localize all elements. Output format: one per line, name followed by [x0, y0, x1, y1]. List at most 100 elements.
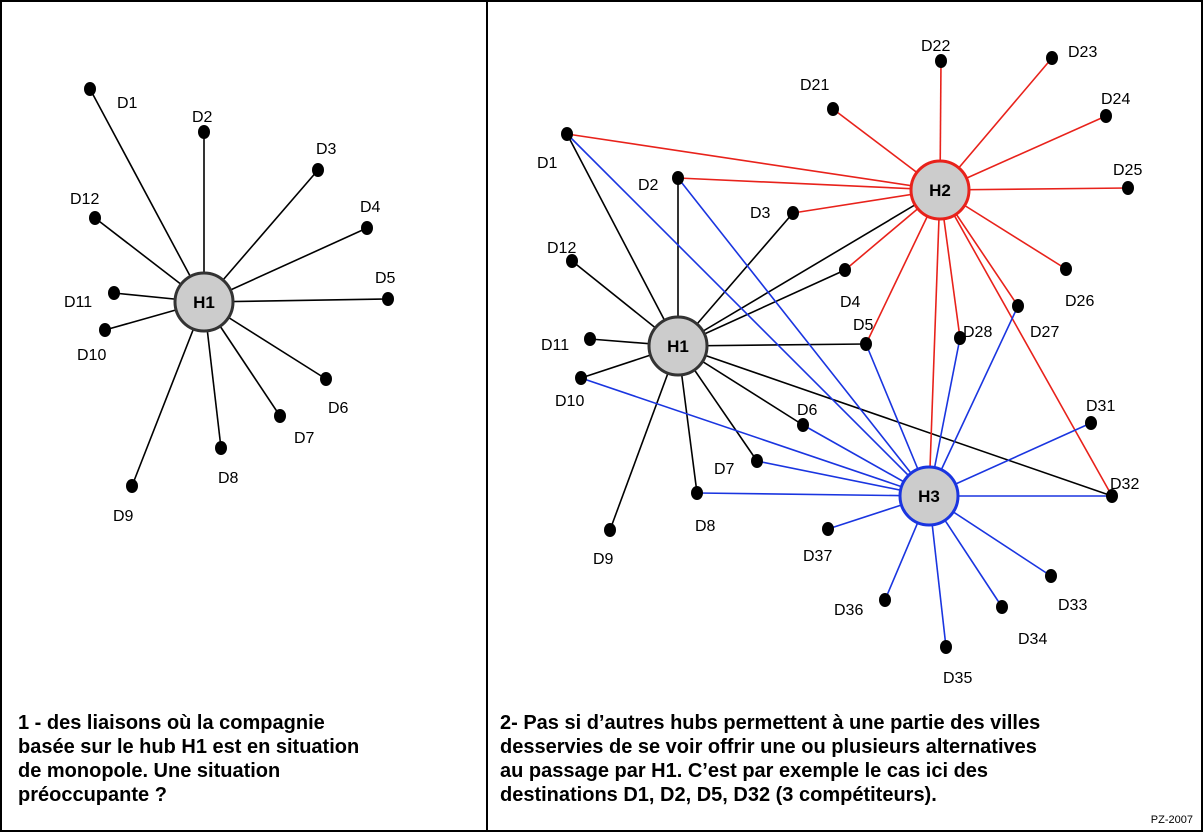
destination-label-d36: D36	[834, 602, 863, 619]
destination-label-d11: D11	[64, 294, 92, 311]
route-h1-d9	[609, 345, 679, 531]
route-h2-d1	[566, 133, 941, 191]
hub-label-h1: H1	[667, 337, 689, 356]
destination-label-d9: D9	[113, 508, 134, 525]
destination-label-d32: D32	[1110, 476, 1139, 493]
right-caption-line: au passage par H1. C’est par exemple le …	[500, 760, 989, 782]
destination-label-d33: D33	[1058, 597, 1087, 614]
destination-label-d9: D9	[593, 551, 614, 568]
right-caption-line: desservies de se voir offrir une ou plus…	[500, 736, 1037, 758]
destination-node-d8	[691, 486, 703, 500]
destination-node-d6	[320, 372, 332, 386]
route-h3-d8	[696, 492, 930, 497]
route-h1-d4	[677, 269, 846, 347]
destination-label-d1: D1	[537, 155, 558, 172]
destination-node-d10	[99, 323, 111, 337]
destination-label-d24: D24	[1101, 91, 1130, 108]
destination-node-d21	[827, 102, 839, 116]
left-caption-line: préoccupante ?	[18, 784, 167, 806]
destination-label-d5: D5	[375, 270, 396, 287]
destination-label-d28: D28	[963, 324, 992, 341]
credit-label: PZ-2007	[1150, 814, 1193, 826]
destination-node-d5	[860, 337, 872, 351]
route-h1-d1	[89, 88, 205, 303]
destination-node-d24	[1100, 109, 1112, 123]
destination-node-d2	[198, 125, 210, 139]
destination-node-d3	[787, 206, 799, 220]
destination-label-d31: D31	[1086, 398, 1115, 415]
destination-node-d4	[839, 263, 851, 277]
destination-label-d8: D8	[218, 470, 239, 487]
hub-label-h3: H3	[918, 487, 940, 506]
destination-node-d4	[361, 221, 373, 235]
route-h3-d27	[928, 305, 1019, 497]
destination-label-d25: D25	[1113, 162, 1142, 179]
route-h1-d5	[677, 343, 867, 347]
destination-node-d8	[215, 441, 227, 455]
hub-label-h1: H1	[193, 293, 215, 312]
destination-label-d5: D5	[853, 317, 874, 334]
destination-node-d2	[672, 171, 684, 185]
destination-label-d6: D6	[328, 400, 349, 417]
destination-node-d22	[935, 54, 947, 68]
destination-node-d37	[822, 522, 834, 536]
destination-label-d2: D2	[192, 109, 213, 126]
route-h3-d10	[580, 377, 930, 497]
destination-node-d6	[797, 418, 809, 432]
destination-node-d1	[84, 82, 96, 96]
destination-node-d31	[1085, 416, 1097, 430]
right-network-nodes: D1 D2 D3 D4 D5 D6 D7 D8 D9 D10 D11 D12 D21 D22 D23 D24 D…	[537, 38, 1142, 687]
destination-label-d7: D7	[714, 461, 735, 478]
destination-label-d10: D10	[555, 393, 584, 410]
route-h2-d32	[939, 189, 1113, 497]
destination-node-d35	[940, 640, 952, 654]
destination-node-d11	[108, 286, 120, 300]
left-network-nodes: D1 D2 D3 D4 D5 D6 D7 D8 D9 D10 D11 D12 H1	[64, 82, 396, 525]
destination-label-d12: D12	[547, 240, 576, 257]
destination-node-d1	[561, 127, 573, 141]
destination-label-d37: D37	[803, 548, 832, 565]
destination-label-d4: D4	[840, 294, 861, 311]
route-h2-d25	[939, 187, 1129, 191]
left-caption-line: de monopole. Une situation	[18, 760, 281, 782]
destination-label-d4: D4	[360, 199, 381, 216]
destination-node-d36	[879, 593, 891, 607]
destination-label-d6: D6	[797, 402, 818, 419]
destination-label-d35: D35	[943, 670, 972, 687]
route-h1-d9	[131, 301, 205, 487]
route-h1-d1	[566, 133, 679, 347]
route-h3-d1	[566, 133, 930, 497]
hub-node-h1	[173, 271, 235, 333]
hub-label-h2: H2	[929, 181, 951, 200]
destination-node-d34	[996, 600, 1008, 614]
destination-node-d3	[312, 163, 324, 177]
destination-node-d7	[751, 454, 763, 468]
destination-node-d12	[89, 211, 101, 225]
hub-node-h1	[647, 315, 709, 377]
destination-label-d34: D34	[1018, 631, 1047, 648]
right-network-edges	[566, 57, 1129, 648]
destination-node-d12	[566, 254, 578, 268]
destination-node-d23	[1046, 51, 1058, 65]
route-h1-d32	[677, 345, 1113, 497]
destination-label-d21: D21	[800, 77, 829, 94]
hub-node-h3	[898, 465, 960, 527]
route-h2-d2	[677, 177, 941, 191]
destination-node-d25	[1122, 181, 1134, 195]
destination-label-d3: D3	[316, 141, 337, 158]
destination-node-d7	[274, 409, 286, 423]
route-h1-d5	[203, 298, 389, 303]
destination-label-d10: D10	[77, 347, 106, 364]
destination-label-d2: D2	[638, 177, 659, 194]
destination-label-d26: D26	[1065, 293, 1094, 310]
destination-node-d27	[1012, 299, 1024, 313]
destination-node-d26	[1060, 262, 1072, 276]
destination-node-d33	[1045, 569, 1057, 583]
destination-label-d1: D1	[117, 95, 138, 112]
right-caption-line: destinations D1, D2, D5, D32 (3 compétit…	[500, 784, 937, 806]
left-caption: 1 - des liaisons où la compagnie basée s…	[18, 711, 468, 807]
left-network-edges	[89, 88, 389, 487]
destination-node-d5	[382, 292, 394, 306]
